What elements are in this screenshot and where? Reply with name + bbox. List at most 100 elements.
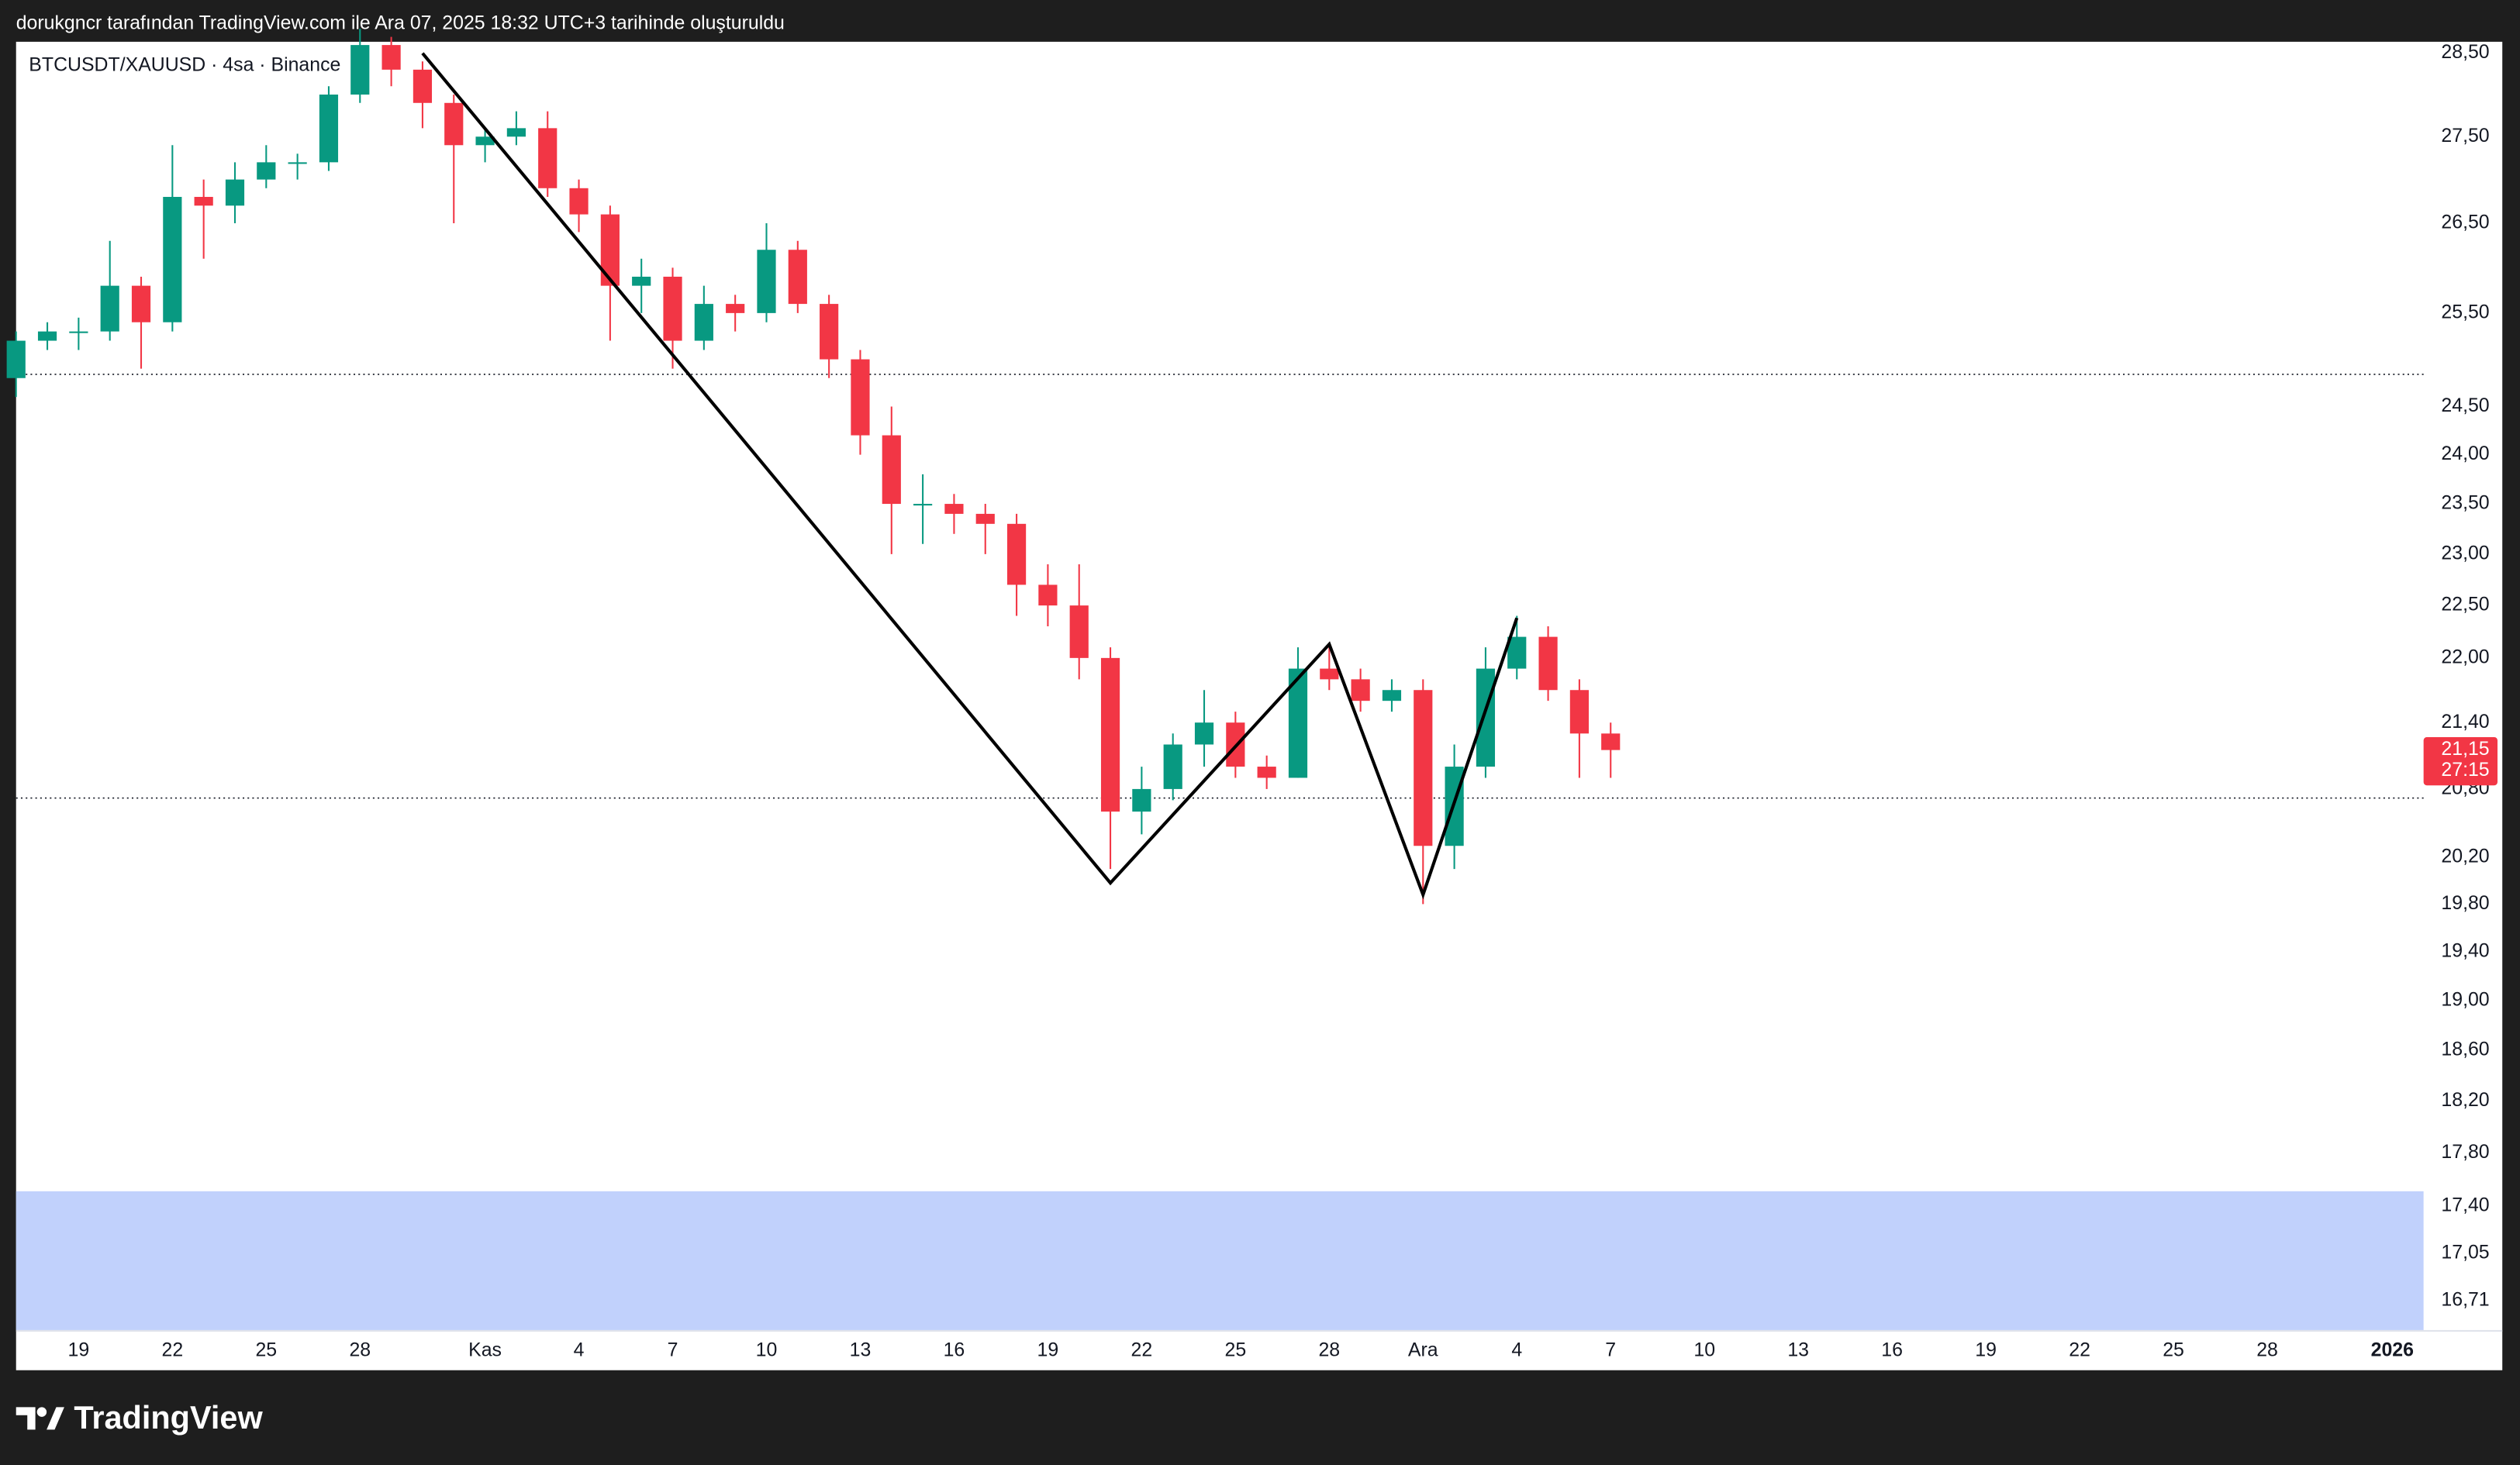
- y-tick-label: 23,50: [2441, 492, 2489, 514]
- x-tick-label: 28: [1318, 1339, 1340, 1360]
- candle-body: [37, 331, 57, 341]
- y-tick-label: 16,71: [2441, 1288, 2489, 1310]
- y-tick-label: 18,60: [2441, 1038, 2489, 1060]
- x-tick-label: 13: [1787, 1339, 1809, 1360]
- candle-body: [913, 504, 933, 506]
- x-tick-label: 19: [68, 1339, 90, 1360]
- x-tick-label: 10: [756, 1339, 778, 1360]
- x-tick-label: 28: [2256, 1339, 2278, 1360]
- candle-body: [506, 128, 526, 137]
- candle-body: [663, 276, 682, 341]
- x-tick-label: 25: [1225, 1339, 1247, 1360]
- x-tick-label: 25: [2163, 1339, 2184, 1360]
- brand: TradingView: [74, 1399, 263, 1436]
- candle-body: [538, 128, 558, 188]
- y-tick-label: 18,20: [2441, 1089, 2489, 1111]
- y-tick-label: 19,40: [2441, 939, 2489, 961]
- candle-body: [1538, 636, 1558, 691]
- x-tick-label: 13: [850, 1339, 872, 1360]
- y-tick-label: 23,00: [2441, 542, 2489, 564]
- x-tick-label: Kas: [468, 1339, 502, 1360]
- x-tick-label: 16: [944, 1339, 965, 1360]
- candle-body: [569, 188, 589, 215]
- candle-body: [600, 214, 620, 286]
- y-tick-label: 27,50: [2441, 125, 2489, 146]
- logo-icon: [16, 1407, 36, 1430]
- candle-body: [1414, 690, 1433, 846]
- x-tick-label: 25: [255, 1339, 277, 1360]
- candle-body: [381, 45, 401, 70]
- y-tick-label: 21,40: [2441, 711, 2489, 732]
- candle-body: [1132, 788, 1151, 812]
- chart-panel: [16, 41, 2503, 1370]
- x-tick-label: 2026: [2371, 1339, 2414, 1360]
- candle-body: [1351, 679, 1370, 701]
- candle-body: [1601, 733, 1621, 750]
- y-tick-label: 22,00: [2441, 646, 2489, 667]
- candle-body: [1163, 744, 1182, 789]
- y-tick-label: 25,50: [2441, 301, 2489, 322]
- x-tick-label: 19: [1037, 1339, 1059, 1360]
- candle-body: [69, 331, 88, 333]
- candle-body: [288, 162, 307, 164]
- logo-icon: [47, 1407, 64, 1430]
- candle-body: [694, 304, 713, 341]
- candle-body: [131, 285, 151, 322]
- brand-logo: TradingView: [16, 1399, 263, 1436]
- candle-body: [1476, 668, 1496, 767]
- y-tick-label: 17,40: [2441, 1194, 2489, 1215]
- y-tick-label: 28,50: [2441, 41, 2489, 63]
- x-tick-label: 19: [1975, 1339, 1997, 1360]
- plot: [6, 29, 2424, 1330]
- candle-body: [1069, 605, 1089, 658]
- candle-body: [726, 304, 745, 313]
- zone: [16, 1191, 2424, 1330]
- y-tick-label: 17,80: [2441, 1141, 2489, 1163]
- candle-body: [632, 276, 651, 286]
- candle-body: [319, 94, 339, 163]
- candle-body: [444, 102, 464, 146]
- candle-body: [1507, 636, 1527, 669]
- candle-body: [1569, 690, 1589, 734]
- y-tick-label: 19,00: [2441, 988, 2489, 1010]
- candle-body: [475, 136, 495, 146]
- x-tick-label: 10: [1693, 1339, 1715, 1360]
- candle-body: [851, 359, 870, 436]
- symbol-title: BTCUSDT/XAUUSD · 4sa · Binance: [29, 54, 340, 76]
- candle-body: [882, 435, 901, 505]
- candle-body: [100, 285, 119, 332]
- x-tick-label: 28: [349, 1339, 371, 1360]
- candle-body: [194, 197, 213, 206]
- y-tick-label: 24,50: [2441, 395, 2489, 416]
- candle-body: [820, 304, 839, 360]
- candle-body: [1194, 722, 1214, 745]
- candle-body: [1257, 767, 1276, 778]
- y-tick-label: 20,20: [2441, 846, 2489, 867]
- countdown: 27:15: [2441, 759, 2489, 781]
- logo-icon: [36, 1407, 47, 1417]
- candle-body: [1038, 584, 1058, 606]
- candle-body: [257, 162, 276, 180]
- x-tick-label: 16: [1881, 1339, 1903, 1360]
- candle-body: [225, 179, 245, 206]
- candle-body: [163, 197, 182, 322]
- candle-body: [1382, 690, 1402, 701]
- x-tick-label: 4: [1511, 1339, 1522, 1360]
- x-tick-label: Ara: [1408, 1339, 1438, 1360]
- y-tick-label: 24,00: [2441, 443, 2489, 464]
- candle-body: [6, 340, 26, 378]
- last-price-tag: [2423, 737, 2498, 786]
- y-tick-label: 22,50: [2441, 594, 2489, 615]
- y-tick-label: 19,80: [2441, 892, 2489, 914]
- pattern-line: [421, 52, 1519, 900]
- candle-body: [1100, 657, 1120, 812]
- last-price-label: 21,15: [2441, 738, 2489, 760]
- candle-body: [944, 504, 964, 514]
- x-tick-label: 4: [574, 1339, 585, 1360]
- candle-body: [788, 250, 807, 305]
- candle-body: [1006, 523, 1027, 585]
- x-tick-label: 22: [2069, 1339, 2090, 1360]
- candle-body: [975, 513, 995, 524]
